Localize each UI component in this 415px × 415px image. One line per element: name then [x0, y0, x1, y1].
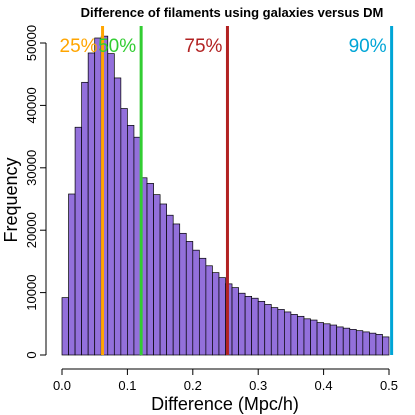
histogram-bar [205, 265, 213, 356]
histogram-bar [113, 77, 122, 356]
histogram-bar [277, 309, 285, 356]
y-axis: 0 10000 20000 30000 40000 50000 [24, 25, 47, 359]
histogram-bar [244, 295, 253, 356]
histogram-bar [120, 108, 128, 356]
histogram-bar [349, 329, 357, 356]
histogram-bar [127, 125, 135, 356]
percentile-label: 50% [98, 36, 136, 57]
histogram-bar [257, 300, 266, 356]
histogram-bar [329, 324, 338, 356]
histogram-bar [369, 332, 377, 356]
histogram-bar [303, 318, 311, 356]
histogram-bar [212, 272, 220, 356]
histogram-bar [133, 136, 141, 356]
y-tick-label: 20000 [24, 212, 39, 248]
histogram-bar [159, 203, 167, 356]
histogram-bar [231, 287, 239, 356]
x-tick-label: 0.4 [315, 378, 333, 393]
histogram-bar [342, 327, 351, 356]
histogram-bar [290, 314, 298, 356]
x-tick-label: 0.5 [380, 378, 398, 393]
y-axis-title: Frequency [1, 157, 21, 242]
histogram-bar [310, 319, 318, 356]
histogram-bars [61, 35, 390, 356]
y-tick-label: 40000 [24, 87, 39, 123]
x-axis: 0.0 0.1 0.2 0.3 0.4 0.5 [53, 368, 398, 393]
histogram-bar [251, 297, 259, 356]
chart-title: Difference of filaments using galaxies v… [81, 5, 384, 20]
histogram-bar [87, 52, 96, 356]
histogram-bar [192, 249, 200, 356]
histogram-bar [270, 307, 279, 356]
histogram-bar [264, 304, 272, 356]
histogram-bar [166, 214, 174, 356]
histogram-bar [61, 297, 69, 356]
histogram-bar [74, 126, 82, 356]
x-axis-title: Difference (Mpc/h) [151, 394, 299, 414]
percentile-label: 75% [184, 36, 222, 57]
histogram-bar [146, 183, 154, 356]
percentile-label: 25% [60, 36, 98, 57]
histogram-bar [316, 322, 324, 356]
histogram-bar [238, 292, 246, 356]
x-tick-label: 0.0 [53, 378, 71, 393]
x-tick-label: 0.2 [184, 378, 202, 393]
histogram-bar [107, 53, 115, 356]
x-tick-label: 0.3 [249, 378, 267, 393]
y-tick-label: 30000 [24, 150, 39, 186]
histogram-bar [218, 277, 226, 356]
histogram-bar [375, 334, 383, 356]
histogram-bar [284, 311, 292, 356]
y-tick-label: 50000 [24, 25, 39, 61]
histogram-bar [336, 326, 344, 356]
histogram-bar [172, 223, 181, 356]
histogram-bar [355, 330, 364, 356]
histogram-bar [323, 323, 331, 356]
histogram-bar [179, 232, 187, 356]
histogram-bar [81, 81, 89, 356]
histogram-bar [382, 336, 390, 356]
histogram-bar [297, 315, 305, 356]
percentile-label: 90% [349, 36, 387, 57]
percentile-lines: 25% 50% 75% 90% [60, 26, 394, 355]
histogram-bar [153, 194, 161, 356]
y-tick-label: 10000 [24, 275, 39, 311]
histogram-bar [362, 331, 370, 356]
y-tick-label: 0 [24, 351, 39, 358]
histogram-bar [94, 37, 102, 356]
histogram-bar [198, 257, 207, 356]
histogram-bar [68, 193, 76, 356]
histogram-bar [185, 241, 194, 356]
x-tick-label: 0.1 [118, 378, 136, 393]
